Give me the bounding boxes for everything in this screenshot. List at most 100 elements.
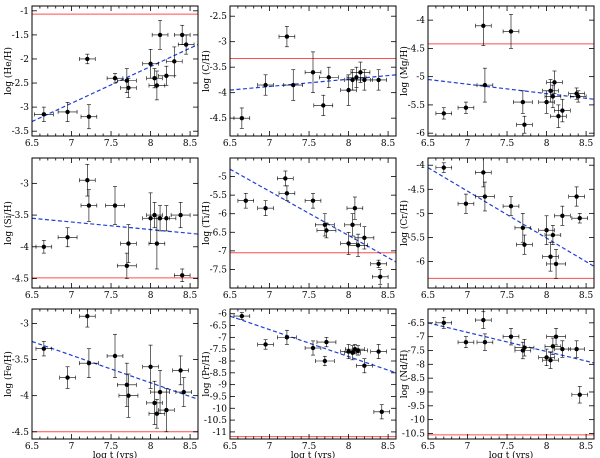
data-marker (86, 360, 92, 366)
x-tick-label: 7 (267, 442, 273, 452)
data-marker (124, 78, 130, 83)
y-axis-label: log (Pr/H) (201, 351, 212, 396)
data-point (542, 79, 559, 103)
data-marker (481, 23, 486, 28)
data-marker (263, 342, 268, 347)
x-tick-label: 7 (69, 442, 75, 452)
x-tick-label: 6.5 (25, 442, 40, 452)
x-axis-label: log t (yrs) (291, 450, 335, 458)
data-marker (358, 70, 363, 75)
x-tick-label: 8 (346, 139, 352, 149)
y-tick-label: -6.5 (210, 228, 228, 238)
x-axis-label: log t (yrs) (93, 450, 137, 458)
data-point (457, 101, 475, 114)
data-point (277, 170, 294, 187)
x-tick-label: 7.5 (104, 139, 119, 149)
data-point (344, 213, 361, 237)
data-marker (310, 345, 316, 351)
data-marker (154, 241, 160, 246)
data-point (106, 73, 124, 84)
data-point (568, 87, 585, 100)
x-tick-label: 7.5 (104, 291, 119, 301)
x-tick-label: 8.5 (183, 139, 198, 149)
x-tick-label: 8.5 (381, 291, 396, 301)
data-point (538, 215, 555, 245)
data-point (315, 213, 335, 237)
x-tick-label: 8 (544, 442, 550, 452)
data-marker (379, 409, 384, 415)
data-marker (560, 213, 565, 218)
x-tick-label: 7 (465, 139, 471, 149)
data-point (158, 65, 175, 86)
data-point (319, 66, 339, 88)
panel-3: 6.5 7 7.5 8 8.5 -4 -4.5 -5 -5.5 -6 log (Mg/H) (399, 5, 595, 149)
y-axis-label: log (Mg/H) (399, 46, 410, 96)
y-tick-label: -5 (416, 209, 425, 219)
y-tick-label: -6.5 (210, 322, 228, 332)
y-tick-label: -4.5 (210, 114, 228, 124)
data-marker (508, 334, 514, 339)
data-point (542, 241, 559, 272)
data-point (513, 90, 533, 114)
data-marker (112, 76, 118, 81)
y-tick-label: -6 (416, 258, 425, 268)
linear-fit-line (230, 74, 396, 91)
y-tick-label: -3 (20, 179, 29, 189)
y-tick-label: -9 (218, 381, 227, 391)
y-axis-label: log (Si/H) (3, 201, 14, 245)
x-tick-label: 8.5 (579, 139, 594, 149)
data-point (120, 77, 137, 98)
data-point (173, 268, 191, 282)
data-marker (552, 80, 557, 85)
x-tick-label: 7 (267, 139, 273, 149)
x-tick-label: 7.5 (302, 139, 317, 149)
data-marker (85, 314, 90, 319)
data-point (546, 328, 566, 346)
data-marker (324, 228, 329, 233)
data-point (80, 189, 98, 222)
data-point (554, 340, 571, 358)
data-point (373, 404, 390, 420)
data-point (237, 192, 255, 209)
data-marker (283, 176, 288, 181)
data-point (502, 328, 520, 346)
data-marker (157, 32, 163, 38)
y-tick-label: -11 (213, 428, 228, 438)
data-point (118, 373, 139, 418)
data-marker (482, 82, 488, 88)
data-point (172, 355, 189, 386)
data-marker (544, 99, 549, 105)
y-tick-label: -4.5 (408, 44, 426, 54)
data-point (57, 101, 78, 122)
panel-content (32, 164, 198, 282)
data-point (257, 339, 274, 350)
panel-content (230, 168, 396, 285)
y-tick-label: -4 (416, 16, 425, 26)
panel-content (428, 6, 594, 134)
data-point (550, 104, 567, 128)
data-marker (575, 94, 581, 99)
axis-frame (31, 308, 199, 440)
x-tick-label: 7 (465, 442, 471, 452)
axis-frame (427, 157, 595, 289)
data-marker (548, 254, 553, 259)
y-tick-label: -6 (218, 210, 227, 220)
panel-6: 6.5 7 7.5 8 8.5 -4 -4.5 -5 -5.5 -6 log (Cr/H) (399, 157, 595, 301)
y-tick-label: -3.5 (12, 127, 30, 137)
data-point (304, 340, 322, 356)
data-marker (310, 198, 316, 203)
data-point (59, 366, 76, 389)
y-tick-label: -3 (20, 103, 29, 113)
data-marker (41, 346, 47, 351)
x-tick-label: 7 (465, 291, 471, 301)
x-tick-label: 8.5 (183, 291, 198, 301)
data-point (348, 233, 368, 257)
y-tick-label: -8.5 (408, 374, 426, 384)
data-point (354, 226, 375, 250)
x-tick-label: 7.5 (302, 442, 317, 452)
x-tick-label: 8 (148, 442, 154, 452)
panel-9: 6.5 7 7.5 8 8.5 -6.5 -7 -7.5 -8 -8.5 -9 -9.5 -10 -10.… (399, 308, 595, 458)
data-marker (284, 34, 290, 39)
y-tick-label: -7 (416, 333, 425, 343)
y-tick-label: -10.5 (204, 416, 227, 426)
